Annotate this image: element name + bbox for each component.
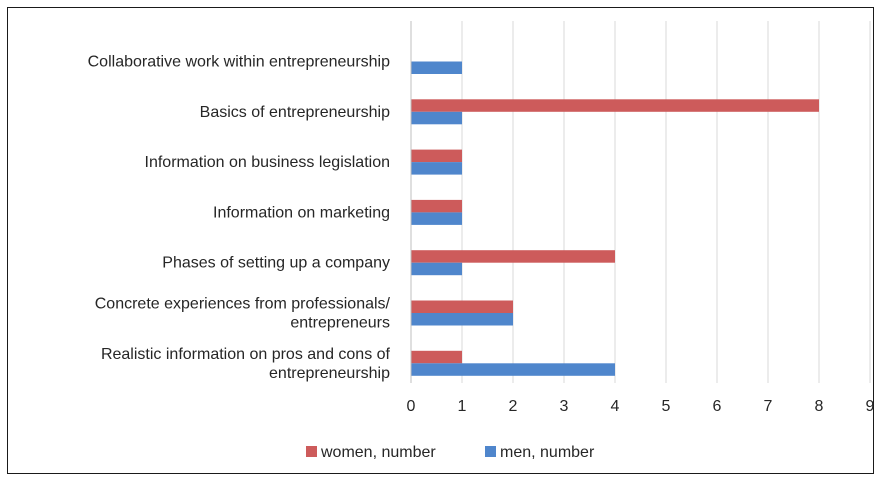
category-label: Basics of entrepreneurship bbox=[200, 104, 390, 121]
legend: women, number men, number bbox=[306, 444, 595, 461]
bar-chart: Collaborative work within entrepreneursh… bbox=[88, 21, 875, 461]
x-tick-label: 7 bbox=[764, 398, 773, 415]
chart-frame: Collaborative work within entrepreneursh… bbox=[7, 7, 875, 474]
category-label: Information on business legislation bbox=[145, 154, 390, 171]
x-tick-label: 9 bbox=[866, 398, 875, 415]
x-tick-label: 0 bbox=[407, 398, 416, 415]
men-bar-5 bbox=[411, 313, 513, 326]
x-tick-label: 1 bbox=[458, 398, 467, 415]
women-bar-6 bbox=[411, 350, 462, 364]
men-bar-2 bbox=[411, 162, 462, 175]
women-bar-4 bbox=[411, 250, 615, 263]
women-bar-5 bbox=[411, 300, 513, 313]
category-label: Realistic information on pros and cons o… bbox=[101, 346, 391, 382]
women-legend-swatch bbox=[306, 446, 317, 457]
category-label: Phases of setting up a company bbox=[162, 255, 390, 272]
x-tick-label: 5 bbox=[662, 398, 671, 415]
men-bar-1 bbox=[411, 111, 462, 125]
men-legend-label: men, number bbox=[500, 444, 595, 461]
x-tick-label: 4 bbox=[611, 398, 620, 415]
men-bar-4 bbox=[411, 262, 462, 276]
men-bar-3 bbox=[411, 212, 462, 225]
men-bar-6 bbox=[411, 363, 615, 376]
x-tick-labels: 0 1 2 3 4 5 6 7 8 9 bbox=[407, 398, 875, 415]
x-tick-label: 3 bbox=[560, 398, 569, 415]
x-tick-label: 2 bbox=[509, 398, 518, 415]
gridlines bbox=[461, 21, 871, 383]
women-bar-1 bbox=[411, 99, 819, 112]
category-labels: Collaborative work within entrepreneursh… bbox=[88, 54, 391, 382]
x-tick-label: 6 bbox=[713, 398, 722, 415]
women-bar-2 bbox=[411, 149, 462, 163]
category-label: Concrete experiences from professionals/… bbox=[95, 296, 391, 332]
men-bar-0 bbox=[411, 61, 462, 74]
men-legend-swatch bbox=[485, 446, 496, 457]
women-bar-3 bbox=[411, 199, 462, 213]
bars bbox=[411, 61, 819, 376]
x-tick-label: 8 bbox=[815, 398, 824, 415]
women-legend-label: women, number bbox=[320, 444, 436, 461]
category-label: Collaborative work within entrepreneursh… bbox=[88, 54, 390, 71]
category-label: Information on marketing bbox=[213, 204, 390, 221]
